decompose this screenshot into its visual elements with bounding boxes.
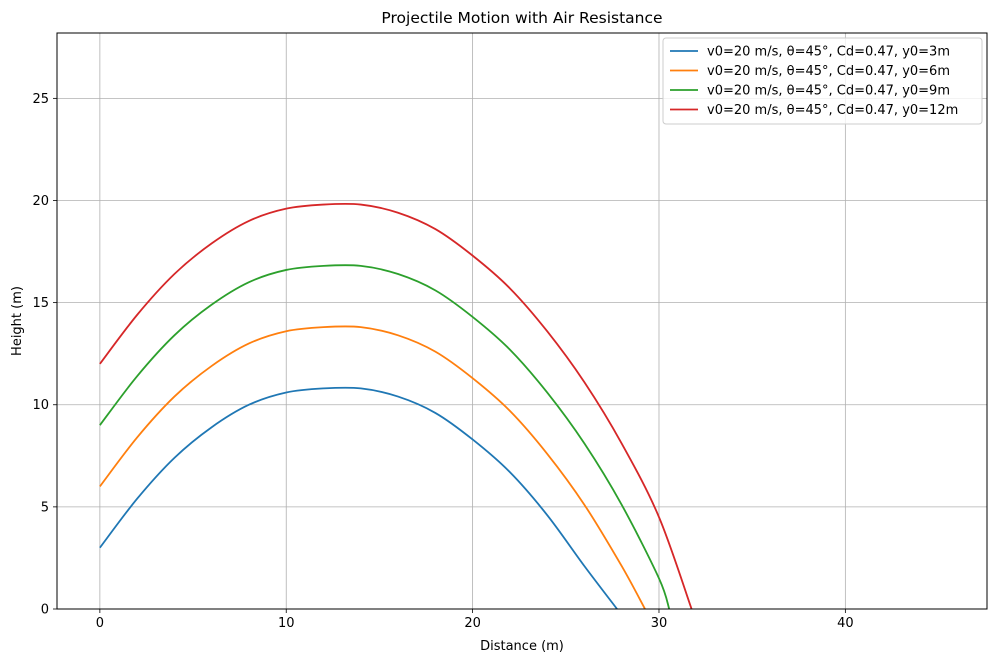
y-axis-ticks: 0 5 10 15 20 25 — [32, 92, 57, 618]
legend-label: v0=20 m/s, θ=45°, Cd=0.47, y0=6m — [707, 64, 950, 79]
series-line-1 — [99, 386, 618, 610]
legend-box — [662, 37, 983, 125]
y-tick-label: 10 — [32, 398, 49, 413]
series-line-3 — [99, 264, 671, 610]
y-tick-label: 0 — [41, 603, 49, 618]
y-tick-label: 5 — [41, 500, 49, 515]
y-tick-label: 20 — [32, 194, 49, 209]
plot-frame — [56, 32, 988, 610]
series-group — [99, 202, 693, 610]
legend-label: v0=20 m/s, θ=45°, Cd=0.47, y0=9m — [707, 84, 950, 99]
series-line-2 — [99, 325, 646, 610]
x-tick-label: 40 — [837, 616, 854, 631]
series-line-4 — [99, 202, 693, 610]
legend-label: v0=20 m/s, θ=45°, Cd=0.47, y0=12m — [707, 103, 958, 118]
y-tick-label: 25 — [32, 92, 49, 107]
y-tick-label: 15 — [32, 296, 49, 311]
x-axis-label: Distance (m) — [480, 639, 564, 654]
x-tick-label: 20 — [464, 616, 481, 631]
y-axis-label: Height (m) — [10, 286, 25, 356]
legend: v0=20 m/s, θ=45°, Cd=0.47, y0=3m v0=20 m/… — [662, 37, 983, 125]
x-axis-ticks: 0 10 20 30 40 — [96, 609, 854, 631]
chart-title: Projectile Motion with Air Resistance — [381, 9, 662, 27]
x-tick-label: 30 — [651, 616, 668, 631]
x-tick-label: 10 — [278, 616, 295, 631]
x-tick-label: 0 — [96, 616, 104, 631]
legend-label: v0=20 m/s, θ=45°, Cd=0.47, y0=3m — [707, 45, 950, 60]
